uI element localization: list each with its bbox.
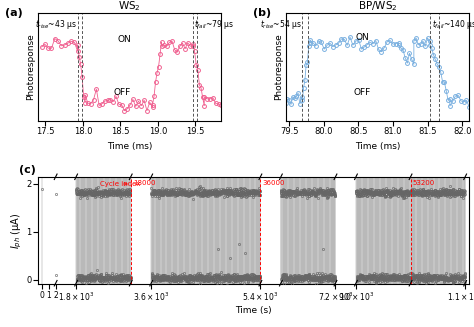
Text: 36000: 36000: [263, 180, 285, 186]
Text: (c): (c): [18, 164, 36, 175]
Text: ON: ON: [117, 35, 131, 43]
Text: $t_{fall}$~140 μs: $t_{fall}$~140 μs: [432, 18, 474, 31]
Text: OFF: OFF: [353, 88, 371, 97]
Text: $t_{rise}$~43 μs: $t_{rise}$~43 μs: [35, 18, 77, 31]
Text: $t_{rise}$~54 μs: $t_{rise}$~54 μs: [260, 18, 301, 31]
X-axis label: Time (s): Time (s): [235, 306, 272, 315]
Text: ON: ON: [355, 33, 369, 42]
Title: WS$_2$: WS$_2$: [118, 0, 141, 13]
X-axis label: Time (ms): Time (ms): [107, 142, 152, 151]
Text: 18000: 18000: [133, 180, 155, 186]
Text: (b): (b): [253, 8, 271, 18]
Y-axis label: $I_{ph}$ (μA): $I_{ph}$ (μA): [9, 212, 24, 249]
Text: (a): (a): [5, 8, 23, 18]
Text: Cycle index: Cycle index: [100, 181, 141, 187]
Title: BP/WS$_2$: BP/WS$_2$: [358, 0, 397, 13]
Text: 53200: 53200: [412, 180, 435, 186]
Y-axis label: Photoresponse: Photoresponse: [26, 34, 35, 100]
Text: $t_{fall}$~79 μs: $t_{fall}$~79 μs: [194, 18, 235, 31]
Y-axis label: Photoresponse: Photoresponse: [274, 34, 283, 100]
Text: OFF: OFF: [113, 88, 130, 97]
X-axis label: Time (ms): Time (ms): [355, 142, 400, 151]
